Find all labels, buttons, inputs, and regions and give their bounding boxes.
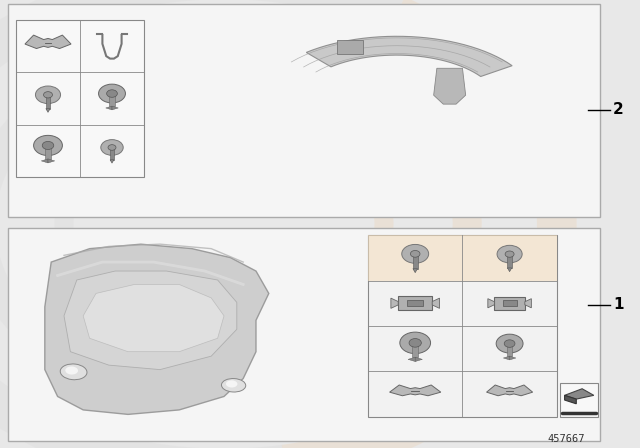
Polygon shape <box>398 296 433 310</box>
Polygon shape <box>434 68 466 104</box>
Polygon shape <box>408 300 423 306</box>
Polygon shape <box>486 385 532 396</box>
Bar <box>46 95 50 108</box>
Ellipse shape <box>65 366 78 375</box>
Polygon shape <box>508 268 512 271</box>
Bar <box>413 254 417 269</box>
Polygon shape <box>48 159 55 163</box>
Bar <box>412 343 419 357</box>
Polygon shape <box>564 395 576 404</box>
Circle shape <box>35 86 61 103</box>
Bar <box>109 94 115 106</box>
Bar <box>368 235 557 280</box>
Polygon shape <box>112 106 118 110</box>
Polygon shape <box>25 35 71 48</box>
Bar <box>8 228 600 441</box>
Polygon shape <box>564 389 594 399</box>
Polygon shape <box>46 108 50 112</box>
Polygon shape <box>408 357 415 362</box>
Circle shape <box>400 332 431 353</box>
Polygon shape <box>525 299 531 308</box>
Polygon shape <box>432 298 440 308</box>
Circle shape <box>410 250 420 257</box>
Ellipse shape <box>221 379 246 392</box>
Polygon shape <box>83 284 224 352</box>
Circle shape <box>107 90 117 97</box>
Polygon shape <box>391 298 398 308</box>
Bar <box>8 4 600 217</box>
Polygon shape <box>307 36 512 77</box>
Bar <box>368 235 557 417</box>
Polygon shape <box>64 271 237 370</box>
Circle shape <box>44 92 52 98</box>
Polygon shape <box>488 299 494 308</box>
Ellipse shape <box>226 380 237 388</box>
Circle shape <box>42 142 54 150</box>
Circle shape <box>108 145 116 150</box>
Bar <box>45 146 51 159</box>
Text: 457667: 457667 <box>548 435 585 444</box>
Circle shape <box>101 140 124 155</box>
Polygon shape <box>413 269 417 273</box>
Circle shape <box>409 339 421 347</box>
Circle shape <box>496 334 523 353</box>
Circle shape <box>402 245 429 263</box>
Circle shape <box>99 84 125 103</box>
Polygon shape <box>390 385 441 396</box>
Bar <box>507 344 512 356</box>
Polygon shape <box>106 106 112 110</box>
Polygon shape <box>415 357 422 362</box>
Circle shape <box>504 340 515 347</box>
Text: 1: 1 <box>613 297 623 312</box>
Circle shape <box>34 135 63 155</box>
Text: 2: 2 <box>613 102 624 117</box>
Bar <box>560 383 598 417</box>
Polygon shape <box>494 297 525 310</box>
Circle shape <box>497 246 522 263</box>
Polygon shape <box>509 356 516 360</box>
Polygon shape <box>503 356 509 360</box>
Bar <box>110 147 114 160</box>
Bar <box>16 20 144 177</box>
Ellipse shape <box>60 364 87 380</box>
Bar <box>337 40 363 54</box>
Bar <box>508 254 512 268</box>
Polygon shape <box>45 244 269 414</box>
Polygon shape <box>42 159 48 163</box>
Polygon shape <box>502 300 516 306</box>
Polygon shape <box>110 160 114 163</box>
Circle shape <box>505 251 514 257</box>
